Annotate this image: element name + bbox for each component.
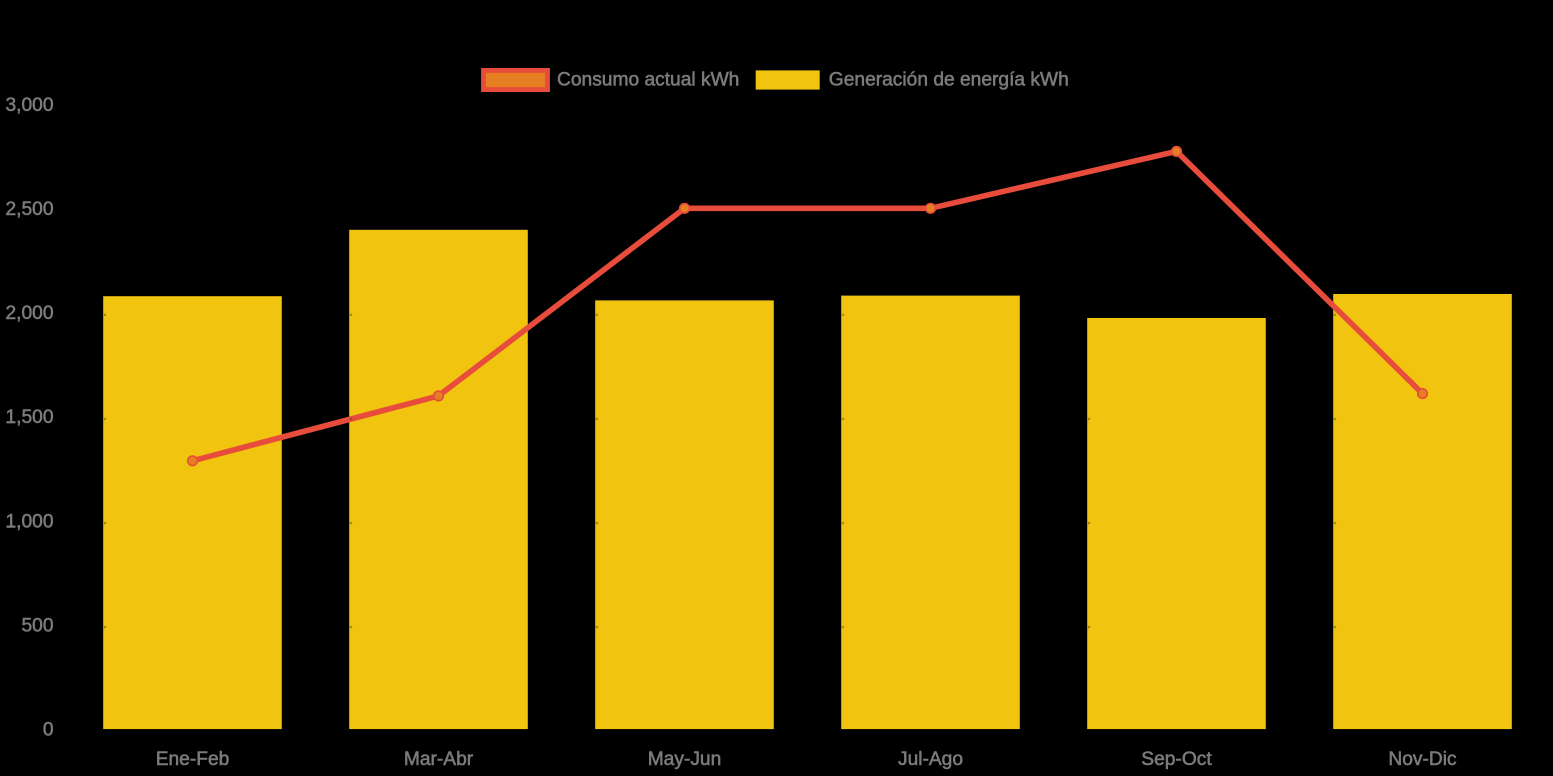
svg-text:3,000: 3,000 (5, 95, 53, 116)
svg-text:Sep-Oct: Sep-Oct (1141, 749, 1212, 770)
svg-text:Consumo actual kWh: Consumo actual kWh (557, 70, 739, 91)
svg-text:1,000: 1,000 (5, 511, 53, 532)
svg-text:2,000: 2,000 (5, 303, 53, 324)
svg-text:Mar-Abr: Mar-Abr (404, 749, 474, 770)
svg-text:May-Jun: May-Jun (648, 749, 722, 770)
svg-text:500: 500 (21, 615, 53, 636)
svg-text:Generación de energía kWh: Generación de energía kWh (829, 70, 1069, 91)
svg-text:1,500: 1,500 (5, 407, 53, 428)
svg-text:2,500: 2,500 (5, 199, 53, 220)
svg-text:Jul-Ago: Jul-Ago (898, 749, 963, 770)
svg-text:0: 0 (43, 719, 54, 740)
svg-text:Nov-Dic: Nov-Dic (1388, 749, 1457, 770)
svg-text:Ene-Feb: Ene-Feb (156, 749, 230, 770)
